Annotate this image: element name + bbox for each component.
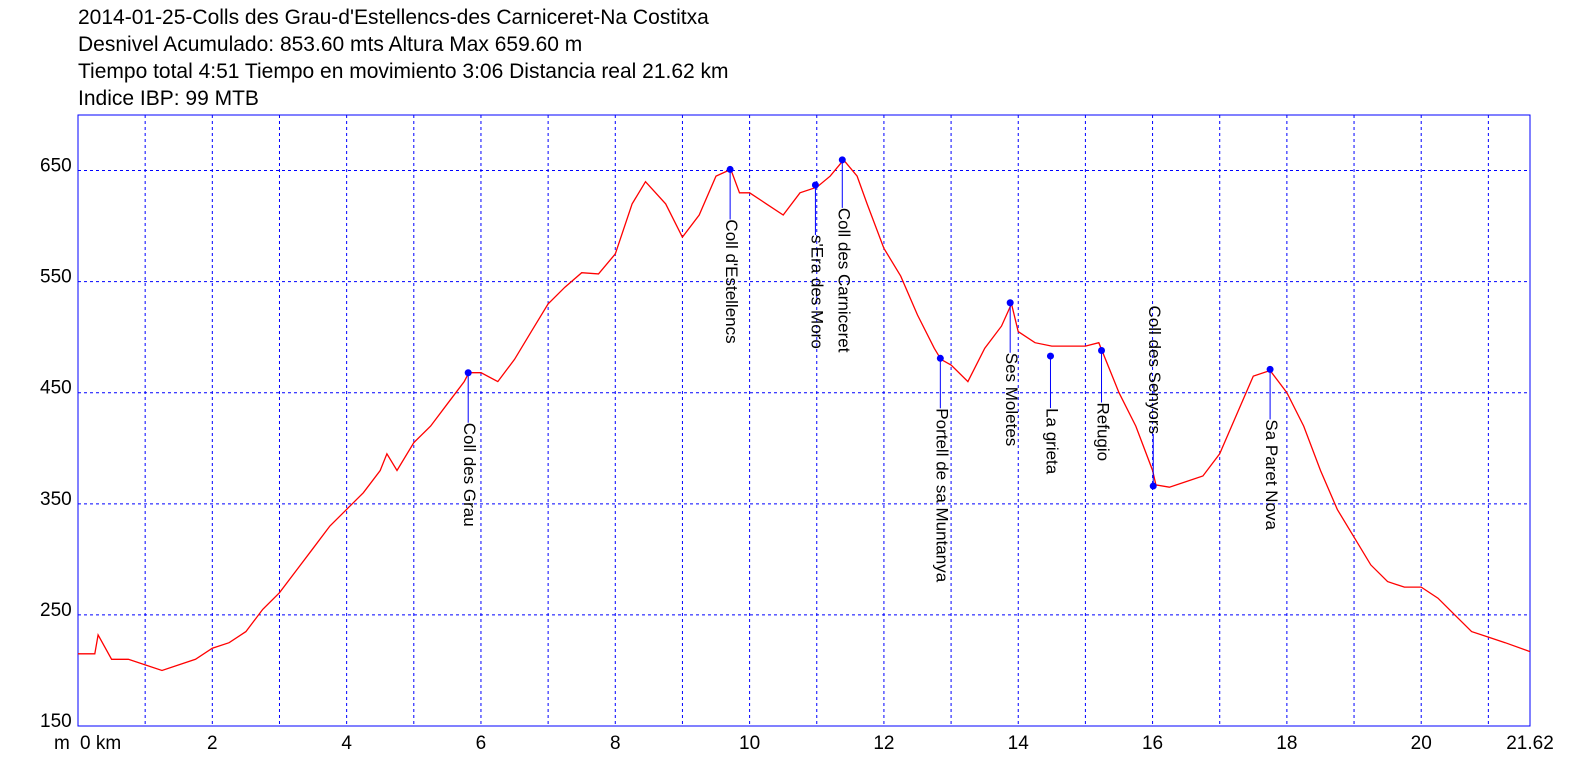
title-line: Tiempo total 4:51 Tiempo en movimiento 3… — [78, 60, 729, 83]
y-tick-label: 450 — [40, 378, 72, 399]
y-tick-label: 150 — [40, 711, 72, 732]
x-tick-label: 14 — [1008, 733, 1030, 754]
x-tick-label: 20 — [1411, 733, 1432, 754]
x-tick-label: 8 — [610, 733, 621, 754]
x-tick-label: 10 — [739, 733, 760, 754]
waypoint — [464, 369, 472, 377]
title-line: Indice IBP: 99 MTB — [78, 87, 259, 110]
y-unit: m — [54, 733, 70, 754]
waypoint — [838, 156, 846, 164]
elevation-line — [78, 158, 1531, 672]
x-tick-label: 12 — [873, 733, 894, 754]
waypoint-label: Coll des Senyors — [1145, 306, 1164, 435]
waypoint — [1006, 299, 1014, 307]
title-line: 2014-01-25-Colls des Grau-d'Estellencs-d… — [78, 6, 709, 29]
waypoint-label: Coll d'Estellencs — [722, 219, 741, 343]
plot-frame — [77, 114, 1531, 727]
waypoint — [1098, 347, 1106, 355]
x-tick-label: 0 km — [80, 733, 121, 754]
waypoint — [1266, 365, 1274, 373]
waypoint-label: Sa Paret Nova — [1262, 419, 1281, 530]
y-tick-label: 650 — [40, 156, 72, 177]
waypoint-label: s'Era des Moro — [807, 235, 826, 349]
title-line: Desnivel Acumulado: 853.60 mts Altura Ma… — [78, 33, 582, 56]
waypoint-label: Coll des Carniceret — [834, 208, 853, 353]
waypoint — [726, 165, 734, 173]
x-tick-label: 16 — [1142, 733, 1163, 754]
x-tick-label: 6 — [476, 733, 487, 754]
waypoint-label: Refugio — [1094, 403, 1113, 462]
x-tick-label: 4 — [341, 733, 352, 754]
waypoint-label: La grieta — [1042, 408, 1061, 475]
x-tick-label: 2 — [207, 733, 218, 754]
x-tick-label: 18 — [1276, 733, 1297, 754]
waypoint-label: Ses Moletes — [1002, 353, 1021, 447]
waypoint — [1046, 352, 1054, 360]
x-tick-label: 21.62 — [1506, 733, 1554, 754]
y-tick-label: 550 — [40, 267, 72, 288]
y-tick-label: 250 — [40, 600, 72, 621]
waypoint — [811, 181, 819, 189]
y-tick-label: 350 — [40, 489, 72, 510]
waypoint-label: Coll des Grau — [460, 423, 479, 527]
waypoint-label: Portell de sa Muntanya — [932, 408, 951, 582]
waypoint — [1149, 482, 1157, 490]
waypoint — [936, 354, 944, 362]
